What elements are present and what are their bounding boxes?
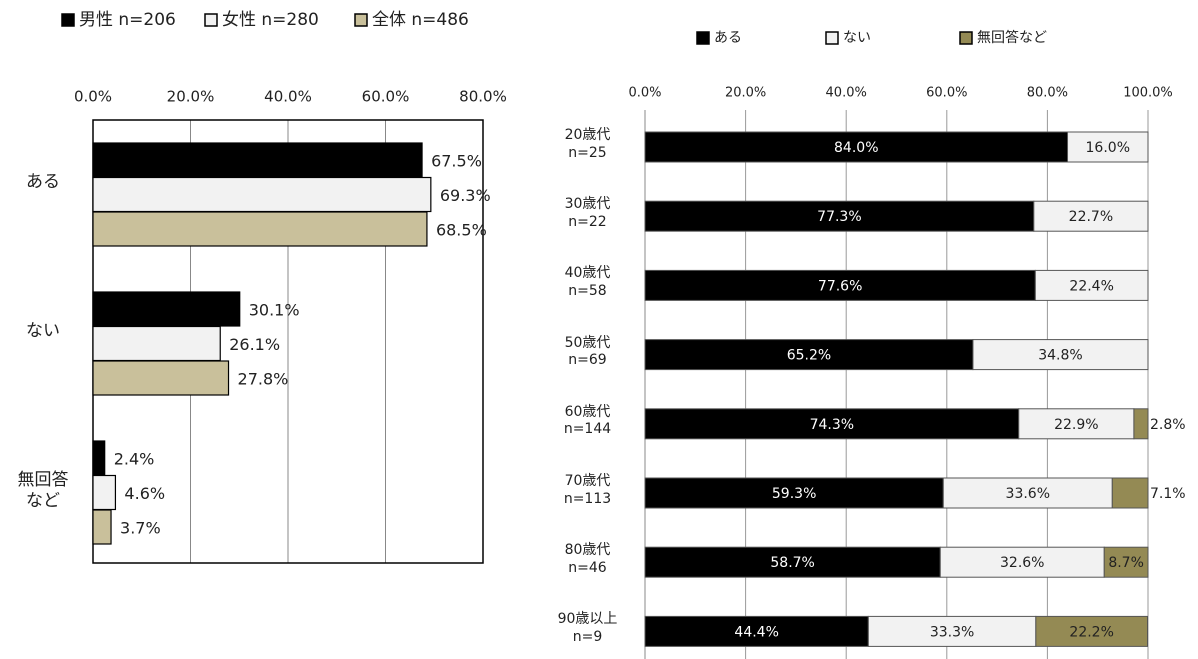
legend-swatch: [825, 31, 839, 45]
x-tick-label: 0.0%: [74, 88, 112, 106]
data-label: 30.1%: [249, 301, 300, 320]
data-label: 32.6%: [1000, 555, 1044, 571]
x-tick-label: 20.0%: [725, 86, 766, 101]
y-tick-label: 70歳代 n=113: [563, 473, 612, 507]
y-tick-label: 40歳代 n=58: [564, 265, 611, 299]
bar-segment: [942, 477, 1113, 509]
y-tick-label: 90歳以上 n=9: [557, 611, 618, 645]
x-tick-label: 100.0%: [1123, 86, 1173, 101]
data-label: 4.6%: [124, 484, 165, 503]
legend-swatch: [204, 13, 218, 27]
legend-label: 無回答など: [977, 29, 1047, 46]
data-label: 33.3%: [930, 624, 974, 640]
x-tick-label: 40.0%: [826, 86, 867, 101]
data-label: 3.7%: [120, 519, 161, 538]
bar-segment: [644, 200, 1035, 232]
data-label: 16.0%: [1086, 140, 1130, 156]
data-label: 77.6%: [818, 278, 862, 294]
data-label: 22.4%: [1069, 278, 1113, 294]
bar: [92, 360, 230, 396]
bar-segment: [1035, 615, 1148, 647]
data-label: 65.2%: [787, 348, 831, 364]
legend-label: 全体 n=486: [372, 10, 469, 30]
data-label: 33.6%: [1006, 486, 1050, 502]
y-tick-label: ない: [26, 321, 60, 341]
data-label: 22.7%: [1069, 209, 1113, 225]
y-tick-label: 60歳代 n=144: [563, 403, 612, 438]
bar-segment: [1033, 200, 1149, 232]
bar-segment: [1103, 546, 1149, 578]
bar-segment: [1018, 408, 1135, 440]
x-tick-label: 0.0%: [628, 86, 661, 101]
data-label: 26.1%: [229, 335, 280, 354]
bar-segment: [867, 615, 1037, 647]
data-label: 67.5%: [431, 152, 482, 171]
legend-swatch: [696, 31, 710, 45]
bar: [92, 211, 428, 247]
data-label: 27.8%: [238, 370, 289, 389]
bar-segment: [644, 615, 869, 647]
y-tick-label: 30歳代 n=22: [564, 196, 611, 230]
y-tick-label: 無回答など: [17, 470, 69, 512]
y-tick-label: ある: [26, 172, 60, 192]
legend-label: 女性 n=280: [222, 10, 319, 30]
x-tick-label: 60.0%: [926, 86, 967, 101]
legend-label: ある: [714, 30, 742, 46]
data-label: 59.3%: [772, 486, 816, 502]
x-tick-label: 20.0%: [167, 88, 215, 106]
bar-segment: [1034, 269, 1149, 301]
x-tick-label: 60.0%: [362, 88, 410, 106]
data-label: 34.8%: [1038, 348, 1082, 364]
legend-swatch: [959, 31, 973, 45]
data-label: 84.0%: [834, 140, 878, 156]
legend-swatch: [61, 13, 75, 27]
legend-label: ない: [843, 30, 871, 46]
legend-label: 男性 n=206: [79, 10, 176, 30]
legend-swatch: [354, 13, 368, 27]
y-tick-label: 50歳代 n=69: [564, 334, 611, 369]
bar: [92, 474, 117, 511]
bar: [92, 509, 112, 545]
bar: [92, 291, 241, 327]
bar-segment: [644, 546, 941, 578]
y-tick-label: 20歳代 n=25: [564, 127, 611, 161]
data-label: 7.1%: [1150, 486, 1186, 502]
bar-segment: [972, 339, 1149, 371]
data-label: 22.9%: [1054, 417, 1098, 433]
data-label: 58.7%: [770, 555, 814, 571]
bar-segment: [1111, 477, 1149, 509]
bar-segment: [1133, 408, 1149, 440]
data-label: 2.4%: [114, 450, 155, 469]
bar-segment: [939, 546, 1105, 578]
data-label: 69.3%: [440, 186, 491, 205]
data-label: 22.2%: [1069, 624, 1113, 640]
data-label: 44.4%: [734, 624, 778, 640]
x-tick-label: 40.0%: [264, 88, 312, 106]
bar: [92, 325, 221, 362]
data-label: 68.5%: [436, 221, 487, 240]
x-tick-label: 80.0%: [1027, 86, 1068, 101]
bar-segment: [644, 477, 944, 509]
x-tick-label: 80.0%: [459, 88, 507, 106]
bar-segment: [644, 269, 1036, 301]
bar-segment: [1067, 131, 1149, 163]
bar: [92, 142, 423, 178]
y-tick-label: 80歳代 n=46: [564, 542, 611, 576]
data-label: 2.8%: [1150, 417, 1186, 433]
bar: [92, 440, 106, 476]
data-label: 77.3%: [817, 209, 861, 225]
data-label: 8.7%: [1108, 555, 1144, 571]
data-label: 74.3%: [810, 417, 854, 433]
bar: [92, 176, 432, 213]
